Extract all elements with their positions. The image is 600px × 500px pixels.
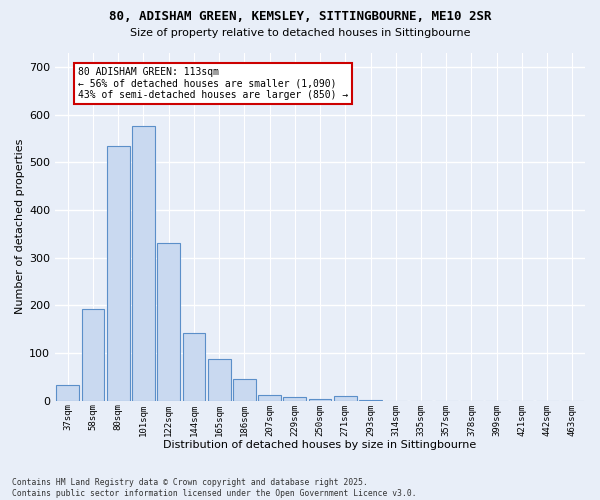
- Bar: [107, 146, 130, 401]
- Bar: [233, 380, 256, 401]
- Bar: [132, 126, 155, 401]
- Bar: [258, 394, 281, 401]
- Text: 80, ADISHAM GREEN, KEMSLEY, SITTINGBOURNE, ME10 2SR: 80, ADISHAM GREEN, KEMSLEY, SITTINGBOURN…: [109, 10, 491, 23]
- Bar: [309, 399, 331, 401]
- Bar: [82, 309, 104, 401]
- Bar: [334, 396, 356, 401]
- Y-axis label: Number of detached properties: Number of detached properties: [15, 139, 25, 314]
- X-axis label: Distribution of detached houses by size in Sittingbourne: Distribution of detached houses by size …: [163, 440, 477, 450]
- Bar: [157, 244, 180, 401]
- Bar: [208, 360, 230, 401]
- Bar: [182, 332, 205, 401]
- Text: 80 ADISHAM GREEN: 113sqm
← 56% of detached houses are smaller (1,090)
43% of sem: 80 ADISHAM GREEN: 113sqm ← 56% of detach…: [78, 67, 348, 100]
- Text: Size of property relative to detached houses in Sittingbourne: Size of property relative to detached ho…: [130, 28, 470, 38]
- Bar: [283, 397, 306, 401]
- Bar: [56, 385, 79, 401]
- Text: Contains HM Land Registry data © Crown copyright and database right 2025.
Contai: Contains HM Land Registry data © Crown c…: [12, 478, 416, 498]
